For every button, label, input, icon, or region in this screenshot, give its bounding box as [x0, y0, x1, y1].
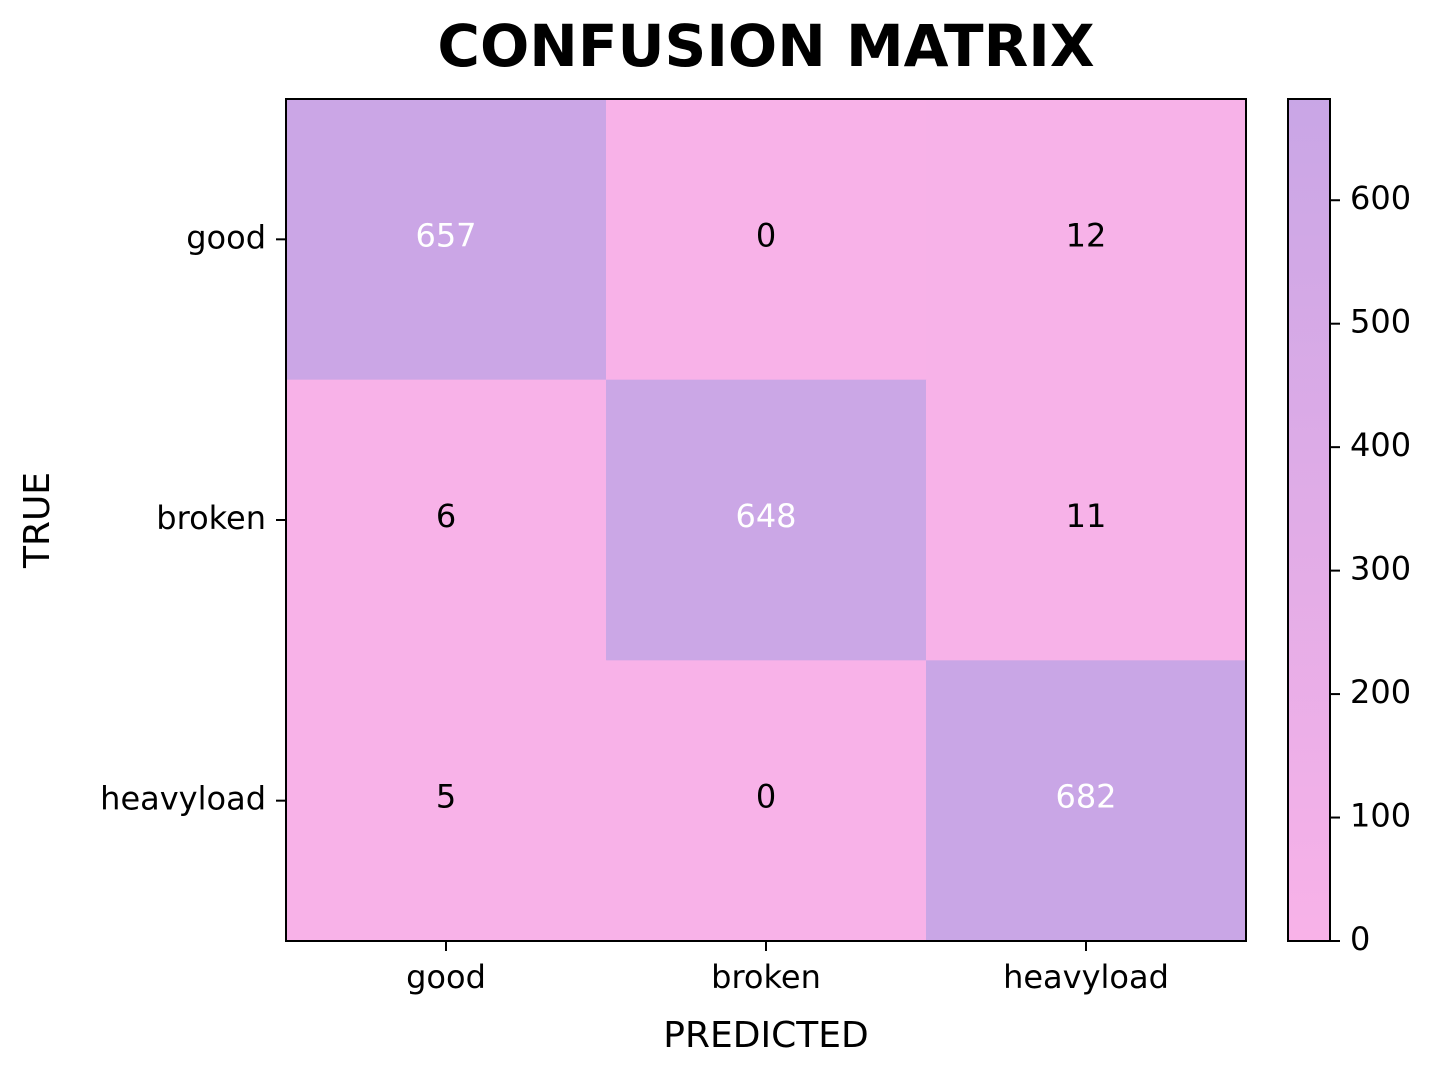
y-tick-label-0: good: [186, 218, 266, 256]
colorbar-tick-label-1: 100: [1350, 797, 1411, 835]
cell-label-1-2: 11: [1066, 497, 1107, 535]
cell-label-0-1: 0: [756, 216, 776, 254]
colorbar: [1287, 98, 1331, 942]
colorbar-tick-label-4: 400: [1350, 426, 1411, 464]
cell-2-2: [926, 660, 1247, 942]
cell-label-0-2: 12: [1066, 216, 1107, 254]
cell-0-0: [286, 99, 607, 381]
colorbar-tick-label-3: 300: [1350, 550, 1411, 588]
colorbar-tick-label-0: 0: [1350, 920, 1370, 958]
cell-label-0-0: 657: [415, 216, 476, 254]
cell-1-1: [606, 379, 927, 661]
colorbar-tick-label-2: 200: [1350, 673, 1411, 711]
cell-0-1: [606, 99, 927, 381]
x-tick-label-2: heavyload: [1003, 958, 1169, 996]
y-axis-label: TRUE: [17, 472, 58, 569]
x-tick-label-0: good: [406, 958, 486, 996]
colorbar-tick-label-5: 500: [1350, 303, 1411, 341]
cell-2-1: [606, 660, 927, 942]
y-axis-ticks: good broken heavyload: [100, 218, 286, 818]
heatmap-cells: [286, 99, 1247, 942]
cell-2-0: [286, 660, 607, 942]
cell-1-0: [286, 379, 607, 661]
heatmap-cell-labels: 657 0 12 6 648 11 5 0 682: [415, 216, 1116, 815]
y-tick-label-1: broken: [156, 499, 266, 537]
y-tick-label-2: heavyload: [100, 780, 266, 818]
colorbar-tick-label-6: 600: [1350, 179, 1411, 217]
cell-label-2-0: 5: [436, 778, 456, 816]
x-tick-label-1: broken: [711, 958, 821, 996]
x-axis-label: PREDICTED: [663, 1015, 868, 1056]
chart-title: CONFUSION MATRIX: [437, 12, 1094, 80]
cell-label-2-2: 682: [1055, 778, 1116, 816]
cell-label-2-1: 0: [756, 778, 776, 816]
colorbar-ticks: 0 100 200 300 400 500 600: [1330, 179, 1411, 958]
x-axis-ticks: good broken heavyload: [406, 941, 1169, 996]
cell-0-2: [926, 99, 1247, 381]
cell-label-1-0: 6: [436, 497, 456, 535]
cell-1-2: [926, 379, 1247, 661]
cell-label-1-1: 648: [735, 497, 796, 535]
